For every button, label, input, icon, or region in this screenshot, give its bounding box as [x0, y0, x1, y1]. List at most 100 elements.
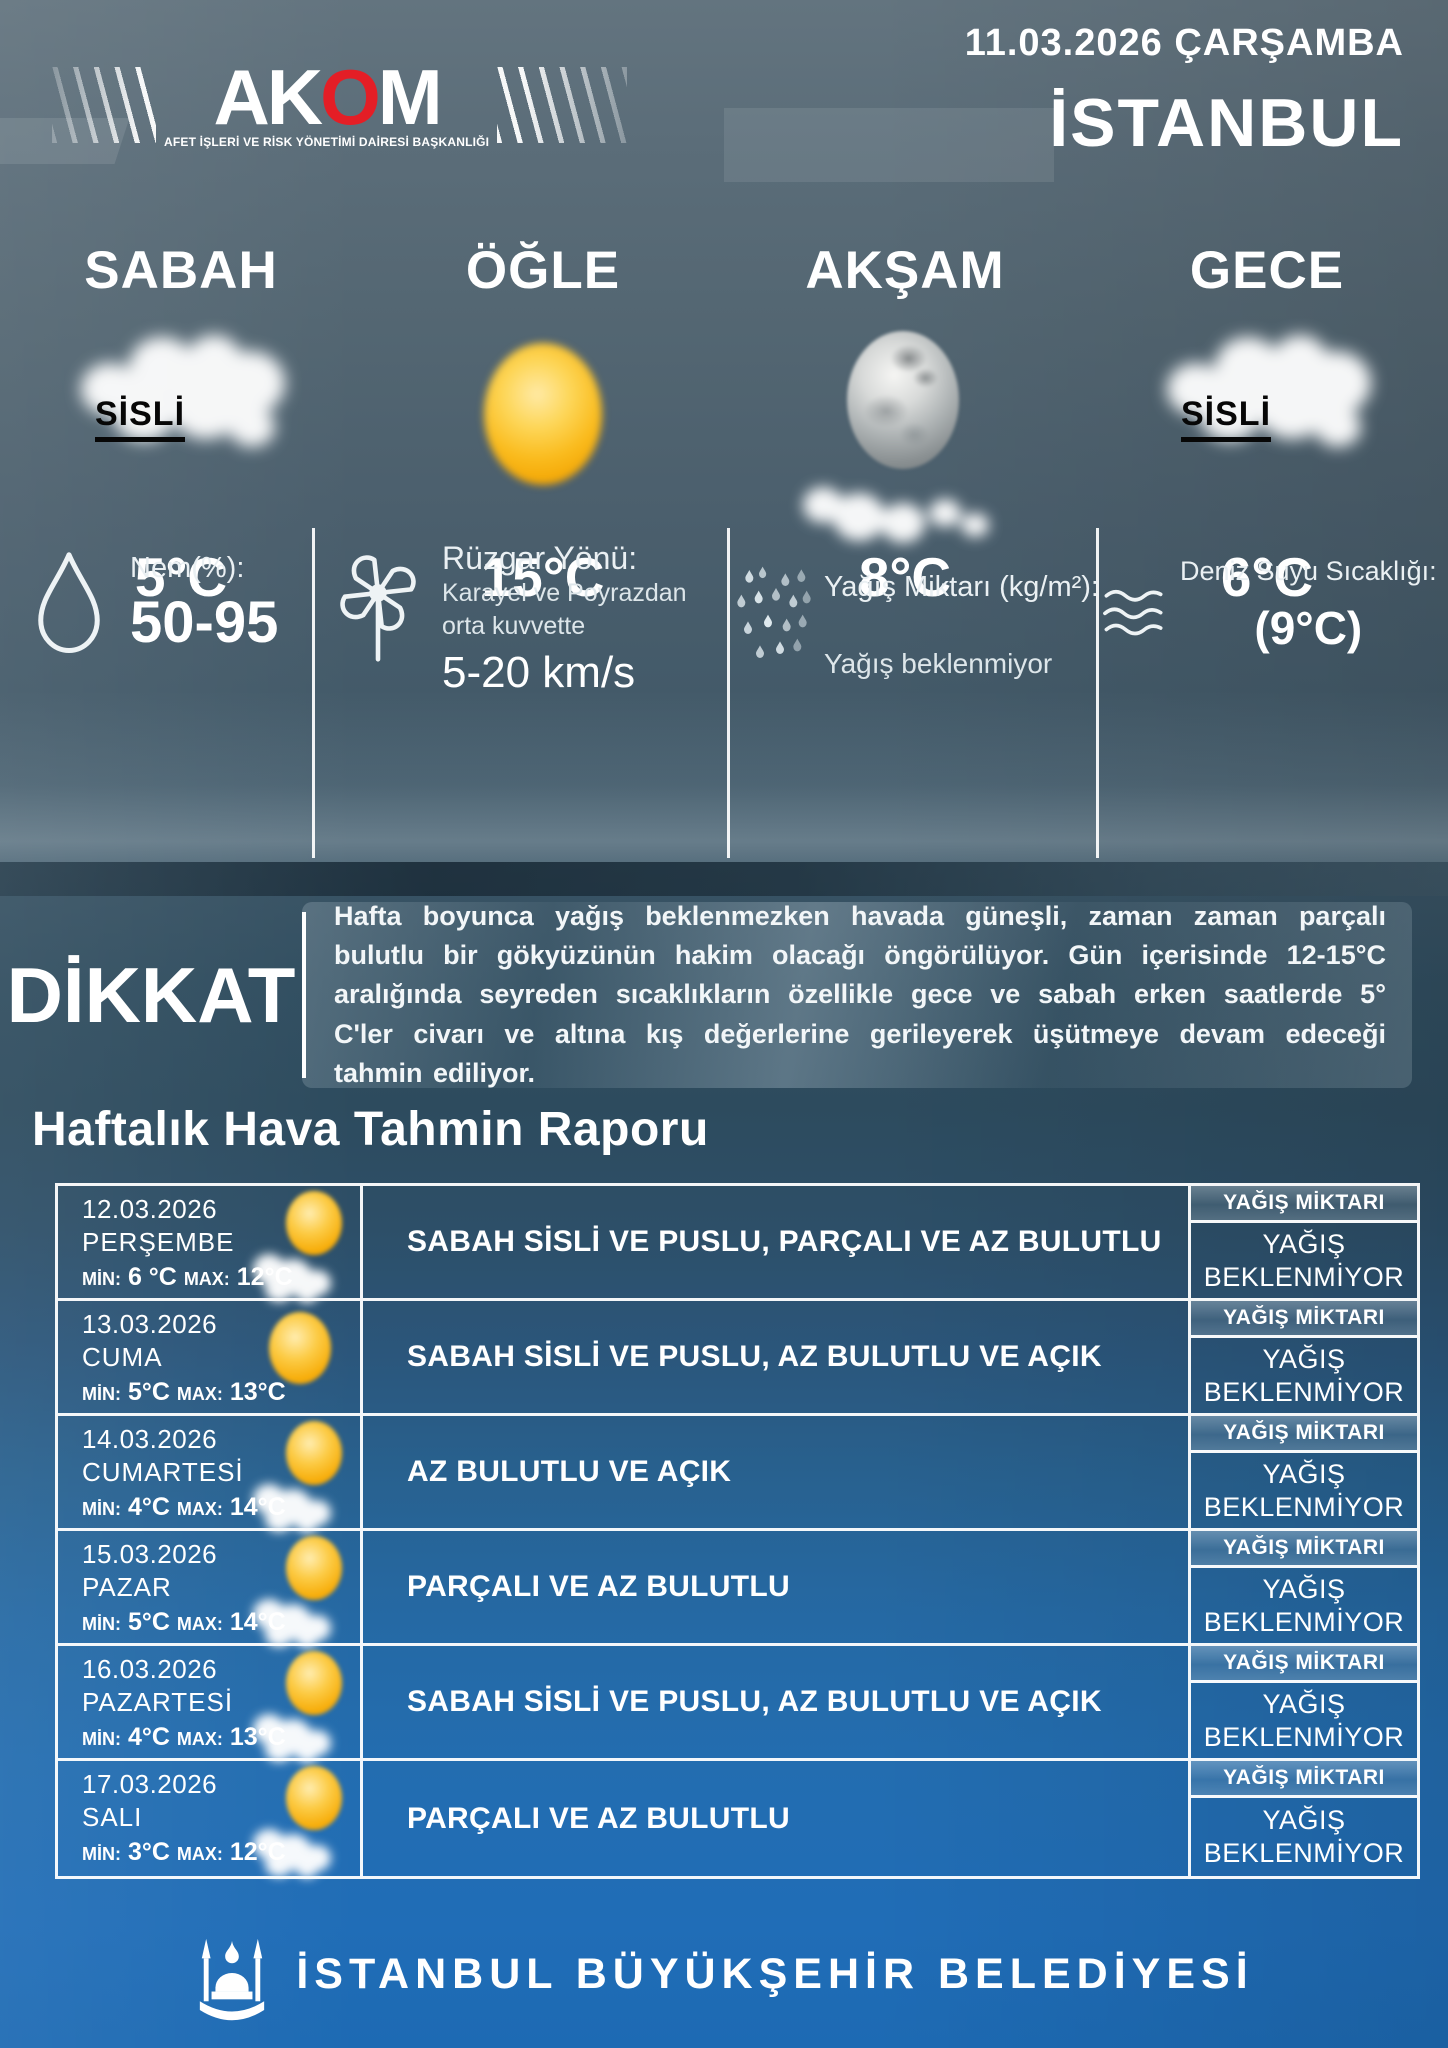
precip-header: YAĞIŞ MİKTARI [1191, 1416, 1417, 1453]
row-weather-icon [249, 1651, 354, 1756]
municipality-name: İSTANBUL BÜYÜKŞEHİR BELEDİYESİ [296, 1949, 1254, 1998]
row-description: SABAH SİSLİ VE PUSLU, PARÇALI VE AZ BULU… [360, 1186, 1188, 1298]
row-date: 12.03.2026 [82, 1194, 218, 1224]
precip-value: YAĞIŞ BEKLENMİYOR [1203, 1458, 1405, 1522]
wind-label: Rüzgar Yönü: [442, 540, 638, 576]
period-label: AKŞAM [805, 241, 1005, 300]
table-row: 12.03.2026 PERŞEMBE MİN: 6 °C MAX: 12°C … [58, 1186, 1417, 1301]
precip-header: YAĞIŞ MİKTARI [1191, 1186, 1417, 1223]
row-day: PERŞEMBE [82, 1227, 235, 1257]
row-day: CUMARTESİ [82, 1457, 244, 1487]
akom-red-o: O [320, 53, 381, 141]
report-date: 11.03.2026 ÇARŞAMBA [964, 22, 1404, 64]
precipitation-value: Yağış beklenmiyor [824, 648, 1053, 679]
logo-stripes-right-icon [497, 67, 628, 144]
row-weather-icon [249, 1536, 354, 1641]
logo-stripes-left-icon [52, 67, 156, 144]
fog-cloud-icon: SİSLİ [61, 329, 301, 499]
dark-divider-band [0, 862, 1448, 896]
wind-desc-line2: orta kuvvette [442, 611, 586, 640]
row-day: CUMA [82, 1342, 163, 1372]
period-gece: GECE SİSLİ 6°C [1086, 228, 1448, 609]
period-sabah: SABAH SİSLİ 5°C [0, 228, 362, 609]
metric-divider [727, 528, 730, 858]
row-day: PAZAR [82, 1572, 172, 1602]
metric-divider [312, 528, 315, 858]
waves-icon [1103, 589, 1163, 636]
condition-label: SİSLİ [1181, 395, 1272, 442]
city-ghost-band [724, 108, 1054, 182]
table-row: 17.03.2026 SALI MİN: 3°C MAX: 12°C PARÇA… [58, 1761, 1417, 1876]
precipitation-metric: Yağış Miktarı (kg/m²): Yağış beklenmiyor [732, 545, 1099, 695]
row-weather-icon [249, 1421, 354, 1526]
precip-header: YAĞIŞ MİKTARI [1191, 1531, 1417, 1568]
wind-desc-line1: Karayel ve Poyrazdan [442, 579, 687, 607]
row-minmax: MİN: 6 °C MAX: 12°C [82, 1263, 293, 1291]
precip-header: YAĞIŞ MİKTARI [1191, 1646, 1417, 1683]
precip-header: YAĞIŞ MİKTARI [1191, 1761, 1417, 1798]
period-ogle: ÖĞLE 15°C [362, 228, 724, 609]
fog-cloud-icon: SİSLİ [1147, 329, 1387, 499]
row-date: 13.03.2026 [82, 1309, 218, 1339]
akom-logo: AKOM AFET İŞLERİ VE RİSK YÖNETİMİ DAİRES… [52, 53, 628, 149]
row-date: 17.03.2026 [82, 1769, 218, 1799]
weekly-forecast-table: 12.03.2026 PERŞEMBE MİN: 6 °C MAX: 12°C … [55, 1183, 1420, 1879]
precip-value: YAĞIŞ BEKLENMİYOR [1203, 1805, 1405, 1868]
wind-value: 5-20 km/s [442, 648, 636, 697]
row-description: SABAH SİSLİ VE PUSLU, AZ BULUTLU VE AÇIK [360, 1646, 1188, 1758]
metric-divider [1096, 528, 1099, 858]
precip-header: YAĞIŞ MİKTARI [1191, 1301, 1417, 1338]
precip-value: YAĞIŞ BEKLENMİYOR [1203, 1228, 1405, 1292]
sea-temperature-metric: Deniz Suyu Sıcaklığı: (9°C) [1102, 556, 1437, 656]
row-description: PARÇALI VE AZ BULUTLU [360, 1761, 1188, 1876]
water-drop-icon [38, 552, 100, 653]
moon-cloud-icon [795, 331, 1015, 541]
row-weather-icon [249, 1191, 354, 1296]
footer: İSTANBUL BÜYÜKŞEHİR BELEDİYESİ [0, 1912, 1448, 2036]
metal-sheen-band [0, 690, 1448, 862]
humidity-value: 50-95 [130, 590, 279, 655]
row-date: 15.03.2026 [82, 1539, 218, 1569]
period-label: SABAH [84, 241, 278, 300]
akom-logo-subtitle: AFET İŞLERİ VE RİSK YÖNETİMİ DAİRESİ BAŞ… [164, 134, 490, 149]
period-temperature: 5°C [134, 546, 228, 608]
row-description: SABAH SİSLİ VE PUSLU, AZ BULUTLU VE AÇIK [360, 1301, 1188, 1413]
period-label: ÖĞLE [465, 241, 621, 300]
humidity-label: Nem(%): [130, 552, 245, 584]
period-aksam: AKŞAM 8°C [724, 228, 1086, 609]
precip-value: YAĞIŞ BEKLENMİYOR [1203, 1573, 1405, 1637]
sea-temperature-value: (9°C) [1254, 602, 1363, 654]
precip-value: YAĞIŞ BEKLENMİYOR [1203, 1343, 1405, 1407]
warning-title: DİKKAT [6, 950, 296, 1039]
table-row: 15.03.2026 PAZAR MİN: 5°C MAX: 14°C PARÇ… [58, 1531, 1417, 1646]
wind-metric: Rüzgar Yönü: Karayel ve Poyrazdan orta k… [332, 540, 687, 698]
row-weather-icon [249, 1766, 354, 1871]
akom-logo-text: AKOM [213, 53, 442, 141]
pinwheel-icon [340, 555, 416, 662]
row-weather-icon [249, 1306, 354, 1411]
period-temperature: 8°C [858, 546, 952, 608]
city-title: İSTANBUL [1049, 85, 1404, 161]
period-temperature: 15°C [481, 546, 605, 608]
row-day: PAZARTESİ [82, 1687, 234, 1717]
condition-label: SİSLİ [95, 395, 186, 442]
humidity-metric: Nem(%): 50-95 [28, 548, 278, 660]
ibb-logo-icon [200, 1938, 265, 2021]
row-date: 16.03.2026 [82, 1654, 218, 1684]
rain-drops-icon [737, 566, 811, 658]
table-row: 16.03.2026 PAZARTESİ MİN: 4°C MAX: 13°C … [58, 1646, 1417, 1761]
row-date: 14.03.2026 [82, 1424, 218, 1454]
period-temperature: 6°C [1220, 546, 1314, 608]
row-day: SALI [82, 1802, 143, 1832]
row-description: PARÇALI VE AZ BULUTLU [360, 1531, 1188, 1643]
table-row: 13.03.2026 CUMA MİN: 5°C MAX: 13°C SABAH… [58, 1301, 1417, 1416]
warning-panel: Hafta boyunca yağış beklenmezken havada … [302, 901, 1412, 1088]
table-row: 14.03.2026 CUMARTESİ MİN: 4°C MAX: 14°C … [58, 1416, 1417, 1531]
row-description: AZ BULUTLU VE AÇIK [360, 1416, 1188, 1528]
sun-icon [484, 343, 602, 485]
warning-section: DİKKAT Hafta boyunca yağış beklenmezken … [0, 901, 1448, 1088]
period-label: GECE [1189, 241, 1345, 300]
row-minmax: MİN: 5°C MAX: 13°C [82, 1378, 286, 1406]
weekly-report-title: Haftalık Hava Tahmin Raporu [32, 1103, 709, 1156]
warning-text: Hafta boyunca yağış beklenmezken havada … [334, 901, 1386, 1088]
